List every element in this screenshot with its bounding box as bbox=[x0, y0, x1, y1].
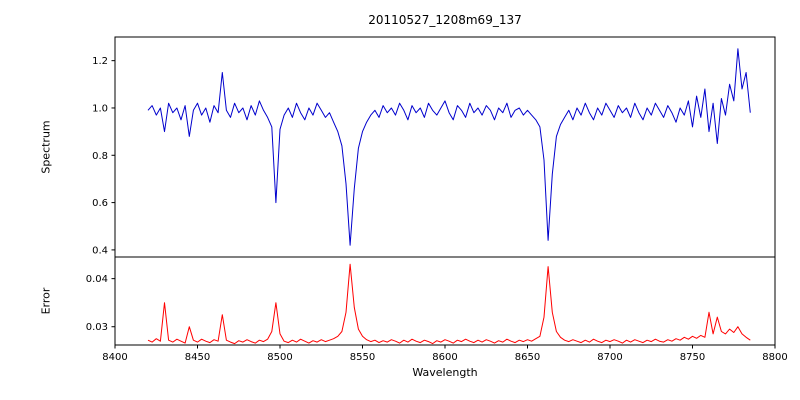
x-tick-label: 8750 bbox=[680, 352, 705, 363]
spectrum-y-tick-label: 1.0 bbox=[92, 103, 108, 114]
spectrum-y-tick-label: 1.2 bbox=[92, 56, 108, 67]
x-tick-label: 8650 bbox=[515, 352, 540, 363]
error-y-tick-label: 0.03 bbox=[86, 322, 108, 333]
error-line bbox=[147, 263, 751, 345]
x-tick-label: 8500 bbox=[267, 352, 292, 363]
x-tick-label: 8450 bbox=[185, 352, 210, 363]
x-tick-label: 8550 bbox=[350, 352, 375, 363]
spectrum-y-tick-label: 0.8 bbox=[92, 151, 108, 162]
spectrum-y-tick-label: 0.4 bbox=[92, 245, 108, 256]
error-y-tick-label: 0.04 bbox=[86, 274, 108, 285]
error-plot-border bbox=[114, 256, 776, 346]
x-tick-label: 8600 bbox=[432, 352, 457, 363]
spectrum-y-tick-label: 0.6 bbox=[92, 198, 108, 209]
x-tick-label: 8400 bbox=[102, 352, 127, 363]
spectrum-plot-border bbox=[114, 36, 776, 258]
x-tick-label: 8700 bbox=[597, 352, 622, 363]
x-tick-label: 8800 bbox=[762, 352, 787, 363]
x-axis-label: Wavelength bbox=[412, 366, 478, 379]
chart-title: 20110527_1208m69_137 bbox=[368, 13, 522, 27]
spectrum-line bbox=[147, 48, 751, 246]
